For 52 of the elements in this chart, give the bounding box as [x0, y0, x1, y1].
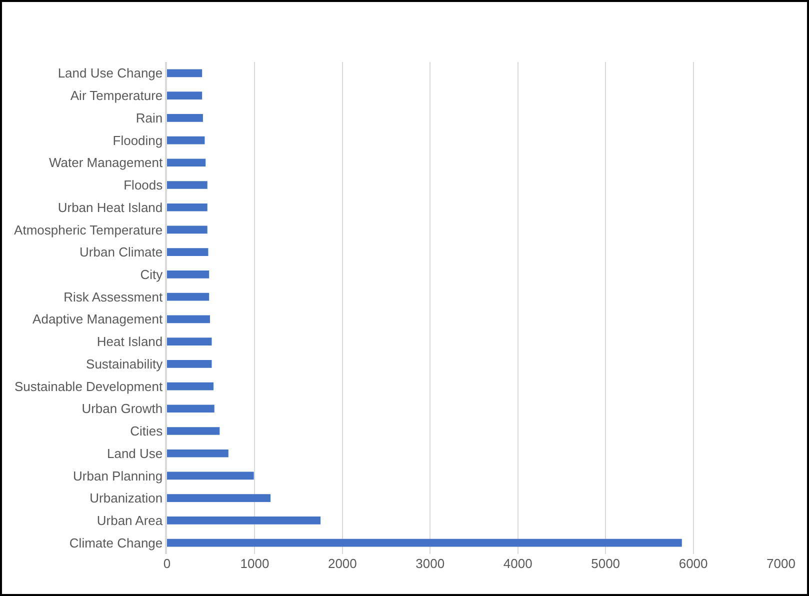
bar	[167, 69, 202, 78]
bar	[167, 292, 210, 301]
bar	[167, 516, 320, 524]
bar	[167, 338, 212, 346]
x-tick-label: 1000	[240, 556, 270, 571]
bar	[167, 427, 220, 435]
y-tick-label: Climate Change	[69, 535, 163, 550]
y-tick-label: Urban Growth	[82, 401, 163, 416]
x-tick-label: 3000	[416, 556, 445, 571]
bar	[167, 494, 270, 502]
y-tick-label: Rain	[136, 110, 163, 126]
y-tick-label: City	[140, 267, 164, 282]
x-tick-label: 4000	[503, 556, 532, 571]
y-tick-label: Urban Area	[96, 513, 164, 528]
x-tick-label: 5000	[591, 556, 620, 571]
x-tick-label: 2000	[328, 556, 357, 571]
bar	[167, 181, 208, 189]
bar	[167, 449, 228, 458]
bar	[167, 270, 210, 278]
y-tick-label: Land Use	[106, 446, 163, 461]
bar	[167, 382, 214, 390]
x-tick-label: 0	[163, 556, 171, 571]
y-tick-label: Risk Assessment	[64, 289, 164, 304]
bar	[167, 404, 214, 413]
x-tick-label: 7000	[766, 556, 796, 571]
bar	[167, 226, 208, 234]
y-tick-label: Atmospheric Temperature	[14, 222, 163, 238]
bar	[167, 158, 206, 167]
y-tick-label: Air Temperature	[70, 88, 163, 104]
bar	[167, 360, 212, 368]
y-tick-label: Heat Island	[96, 334, 163, 350]
y-tick-label: Water Management	[48, 155, 164, 170]
x-tick-label: 6000	[678, 556, 708, 571]
bar	[167, 538, 682, 547]
y-tick-label: Flooding	[112, 132, 163, 148]
bar	[167, 315, 210, 324]
bar	[167, 248, 208, 256]
bar	[167, 114, 203, 122]
bar	[167, 136, 205, 144]
y-tick-label: Sustainable Development	[14, 378, 164, 394]
y-tick-label: Adaptive Management	[32, 312, 164, 327]
y-tick-label: Urbanization	[90, 490, 163, 506]
y-tick-label: Urban Climate	[80, 244, 163, 260]
bar	[167, 472, 254, 480]
bar	[167, 203, 208, 212]
y-tick-label: Floods	[124, 178, 164, 193]
y-tick-label: Sustainability	[86, 356, 164, 372]
y-tick-label: Cities	[130, 424, 164, 439]
y-tick-label: Urban Heat Island	[58, 200, 163, 215]
y-tick-label: Urban Planning	[73, 468, 163, 484]
bar	[167, 92, 202, 100]
y-tick-label: Land Use Change	[58, 66, 163, 81]
